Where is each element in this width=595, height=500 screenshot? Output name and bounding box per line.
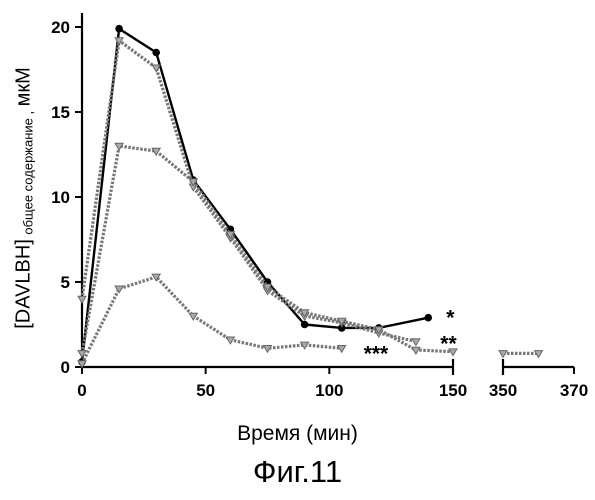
series-3-line <box>82 146 453 353</box>
series-4-point <box>152 274 160 281</box>
series-1-point <box>424 314 432 322</box>
significance-annotation: *** <box>364 342 389 365</box>
y-label-main: [DAVLBH] <box>13 239 35 329</box>
series-3-point <box>78 351 86 358</box>
series-2-point <box>412 339 420 346</box>
y-axis-label: [DAVLBH] общее содержание , мкМ <box>4 8 44 388</box>
series-4-point <box>226 337 234 344</box>
significance-annotation: * <box>446 307 455 330</box>
y-label-unit: мкМ <box>13 67 35 106</box>
y-label-sub: общее содержание , <box>21 111 36 235</box>
series-1-point <box>152 49 160 57</box>
series-2-line <box>82 41 416 342</box>
series-1-line <box>82 29 428 362</box>
x-tick-label: 50 <box>196 381 215 400</box>
series-3-point <box>499 351 507 358</box>
series-2-point <box>78 296 86 303</box>
x-axis-label: Время (мин) <box>0 422 595 446</box>
y-tick-label: 15 <box>51 103 70 122</box>
y-tick-label: 20 <box>51 18 70 37</box>
x-tick-label: 350 <box>489 381 517 400</box>
figure-caption: Фиг.11 <box>0 454 595 490</box>
series-2-point <box>152 65 160 72</box>
x-tick-label: 150 <box>439 381 467 400</box>
x-tick-label: 370 <box>560 381 588 400</box>
series-1-point <box>301 321 309 329</box>
x-tick-label: 0 <box>77 381 86 400</box>
series-3-point <box>412 347 420 354</box>
y-tick-label: 0 <box>61 358 70 377</box>
x-tick-label: 100 <box>315 381 343 400</box>
y-tick-label: 5 <box>61 273 70 292</box>
series-1-point <box>115 25 123 33</box>
y-tick-label: 10 <box>51 188 70 207</box>
significance-annotation: ** <box>440 333 457 356</box>
